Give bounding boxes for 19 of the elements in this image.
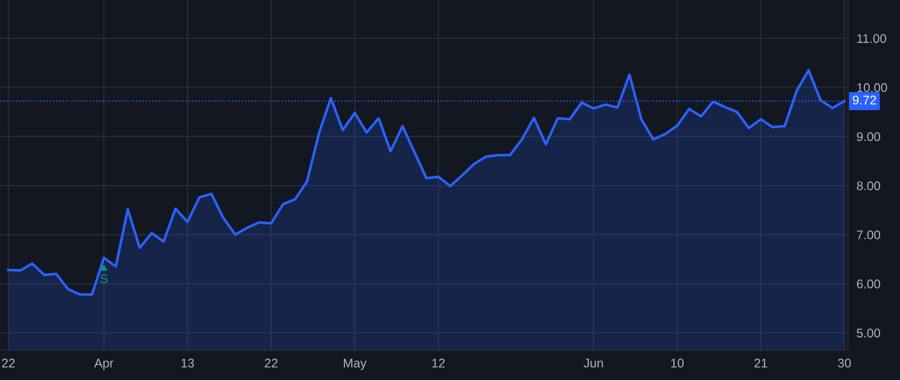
x-tick-label: 12 <box>432 358 445 368</box>
x-tick-label: Jun <box>584 358 603 368</box>
y-tick-label: 8.00 <box>856 181 880 190</box>
y-tick-label: 11.00 <box>857 34 886 43</box>
x-tick-label: 30 <box>838 358 851 368</box>
x-tick-label: 13 <box>182 358 194 368</box>
x-tick-label: 22 <box>2 358 15 368</box>
ref-line-label: 9.72 <box>852 96 876 104</box>
x-tick-label: Apr <box>94 358 114 370</box>
y-tick-label: 7.00 <box>856 230 880 240</box>
x-tick-label: 21 <box>754 358 768 368</box>
y-tick-label: 10.00 <box>857 83 888 92</box>
annotation: S <box>100 274 108 284</box>
y-tick-label: 5.00 <box>856 328 880 338</box>
x-tick-label: 10 <box>671 358 684 368</box>
y-tick-label: 6.00 <box>856 280 880 288</box>
x-tick-label: 22 <box>264 358 278 368</box>
x-tick-label: May <box>344 358 367 370</box>
y-tick-label: 9.00 <box>856 132 880 142</box>
